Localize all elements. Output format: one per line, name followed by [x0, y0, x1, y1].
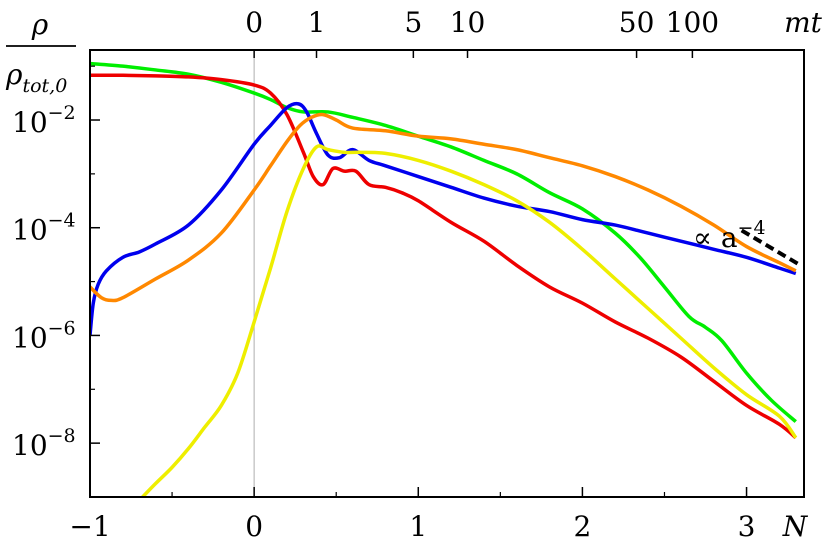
- series-line-green: [90, 61, 797, 423]
- x-tick-label: 3: [738, 510, 756, 543]
- y-axis-label-denominator: ρtot,0: [5, 58, 67, 97]
- plot-frame: [89, 49, 805, 498]
- top-axis-label: mt: [784, 6, 823, 39]
- power-law-reference-line: [740, 228, 802, 268]
- y-tick-label: 10−6: [12, 317, 76, 354]
- x-axis-label: N: [782, 510, 809, 543]
- scaling-annotation: ∝ a−4: [693, 217, 766, 254]
- y-axis-label-rho: ρ: [5, 58, 23, 91]
- x-tick-label: −1: [69, 510, 110, 543]
- series-line-yellow: [141, 144, 798, 497]
- y-tick-base: 10: [12, 429, 48, 462]
- y-tick-base: 10: [12, 214, 48, 247]
- y-axis-label-subscript: tot,0: [22, 75, 67, 97]
- top-tick-label: 5: [404, 6, 422, 39]
- y-tick-exponent: −2: [48, 102, 76, 124]
- y-tick-exponent: −8: [48, 425, 76, 447]
- top-tick-label: 1: [308, 6, 326, 39]
- annotation-prefix: ∝ a: [693, 221, 738, 254]
- y-axis-label-numerator: ρ: [31, 8, 49, 41]
- annotation-exponent: −4: [738, 217, 766, 239]
- x-tick-label: 2: [573, 510, 591, 543]
- top-tick-label: 50: [619, 6, 655, 39]
- x-tick-label: 1: [409, 510, 427, 543]
- y-tick-label: 10−4: [12, 210, 76, 247]
- series-line-red: [90, 73, 797, 440]
- x-ticks: −1 0 1 2 3: [69, 487, 755, 543]
- series-line-blue: [90, 101, 797, 336]
- y-tick-label: 10−8: [12, 425, 76, 462]
- y-tick-base: 10: [12, 321, 48, 354]
- top-tick-label: 0: [245, 6, 263, 39]
- top-tick-label: 100: [666, 6, 719, 39]
- x-tick-label: 0: [245, 510, 263, 543]
- top-axis-ticks: 0 1 5 10 50 100: [245, 6, 719, 58]
- y-ticks: 10−210−410−610−8: [12, 65, 100, 498]
- series-group: [90, 61, 798, 497]
- series-line-orange: [90, 112, 797, 303]
- reference-dashed-line: [740, 228, 802, 268]
- y-tick-base: 10: [12, 106, 48, 139]
- top-tick-label: 10: [450, 6, 486, 39]
- y-tick-exponent: −6: [48, 317, 76, 339]
- y-tick-exponent: −4: [48, 210, 76, 232]
- y-tick-label: 10−2: [12, 102, 76, 139]
